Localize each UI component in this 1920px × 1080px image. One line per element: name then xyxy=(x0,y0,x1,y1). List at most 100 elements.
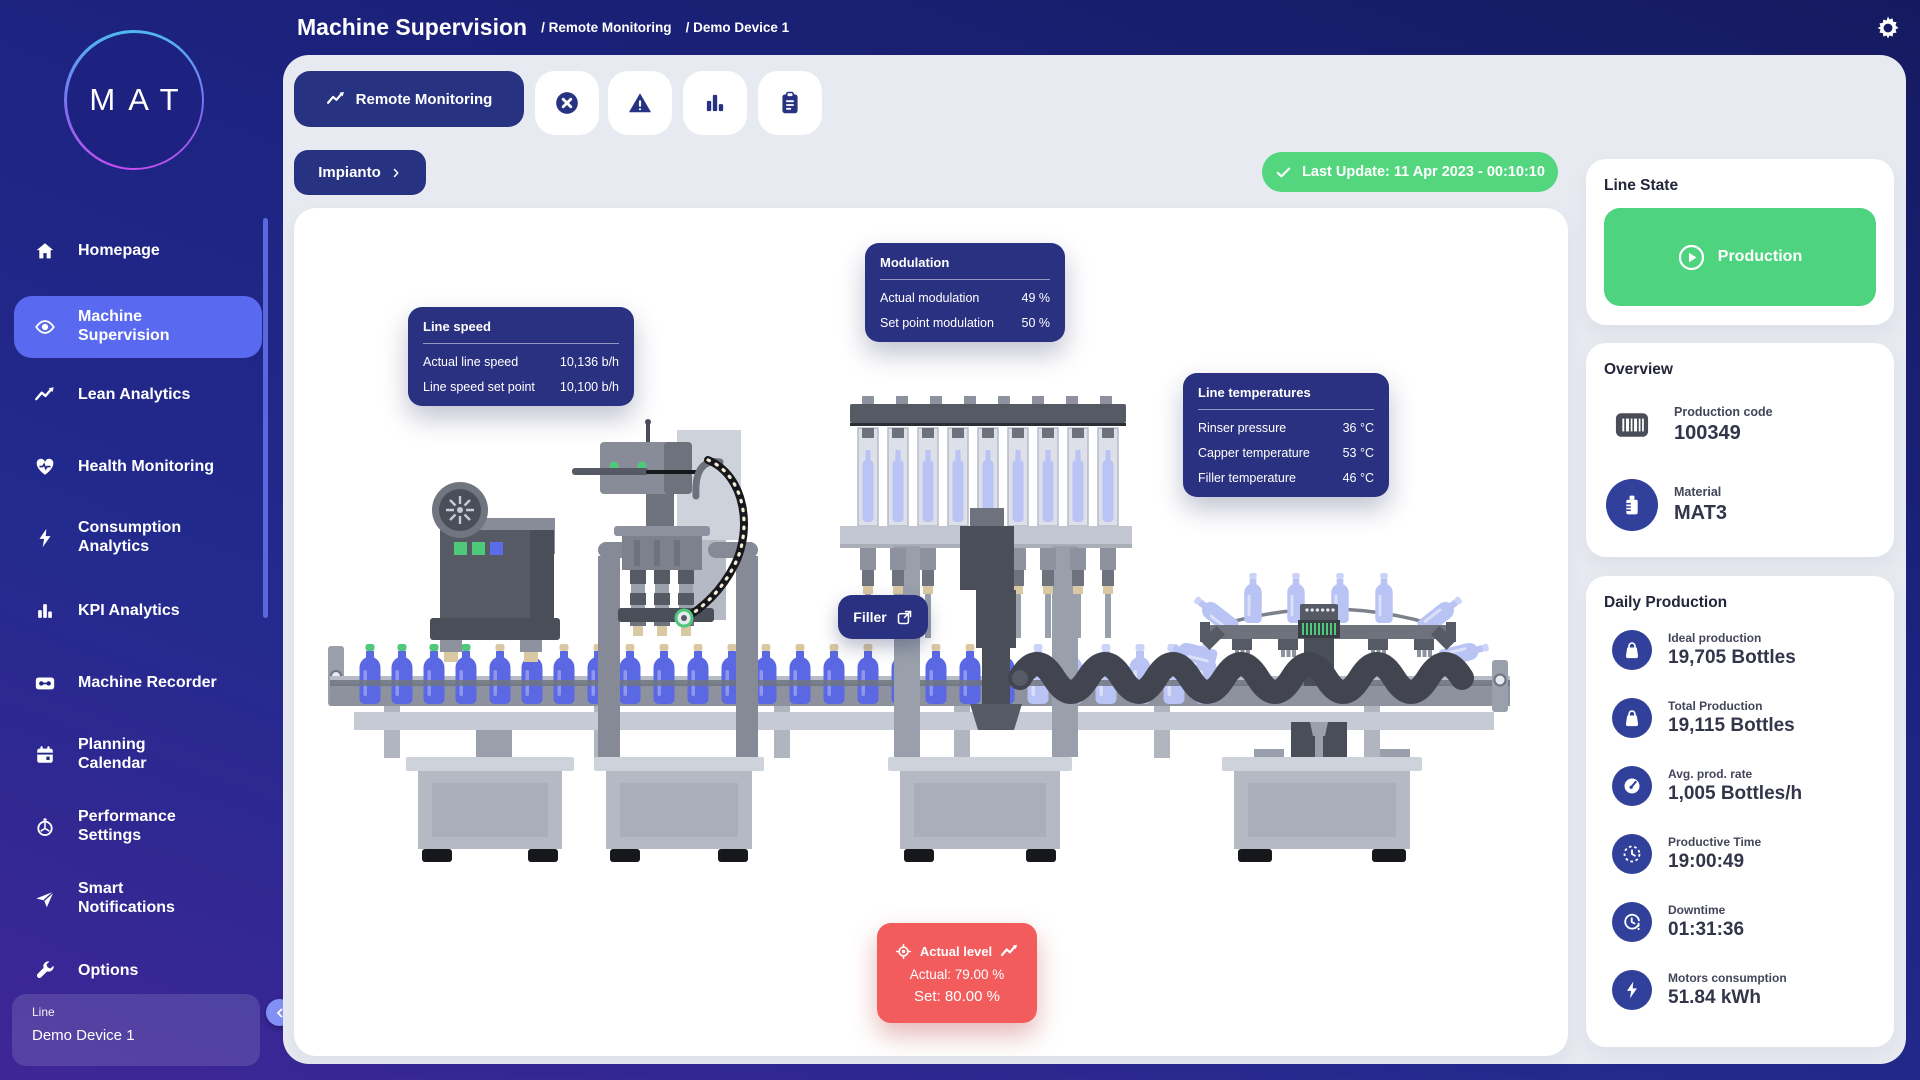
daily-production-title: Daily Production xyxy=(1604,594,1728,611)
send-icon xyxy=(36,891,55,908)
sidebar-item-label: KPI Analytics xyxy=(78,601,180,619)
plant-button[interactable]: Impianto xyxy=(294,150,426,195)
bar-chart-icon xyxy=(706,94,724,112)
tooltip-row-label: Actual line speed xyxy=(423,355,519,369)
machine-rinser-base xyxy=(1222,722,1422,862)
line-state-status-button[interactable]: Production xyxy=(1604,208,1876,306)
external-link-icon xyxy=(897,610,912,624)
sidebar-item-label: Planning Calendar xyxy=(78,736,147,772)
set-level-value: Set: 80.00 % xyxy=(914,987,1000,1005)
analytics-button[interactable] xyxy=(683,71,747,135)
tab-remote-monitoring[interactable]: Remote Monitoring xyxy=(294,71,524,127)
bolt-icon xyxy=(1627,981,1637,999)
barcode-icon xyxy=(1615,413,1649,437)
bar-chart-icon xyxy=(38,604,52,618)
trend-icon xyxy=(35,387,54,401)
sidebar-item-planning-calendar[interactable]: Planning Calendar xyxy=(0,721,262,789)
sidebar-item-performance-settings[interactable]: Performance Settings xyxy=(0,793,262,861)
row-value: 1,005 Bottles/h xyxy=(1668,783,1803,804)
tooltip-title: Line speed xyxy=(423,319,619,344)
daily-production-row: Productive Time 19:00:49 xyxy=(1604,834,1876,874)
overview-row-value: 100349 xyxy=(1674,422,1741,444)
daily-production-row: Motors consumption 51.84 kWh xyxy=(1604,970,1876,1010)
tooltip-row-value: 10,136 b/h xyxy=(559,355,619,369)
line-selector[interactable]: Line Demo Device 1 xyxy=(12,994,260,1066)
sidebar-item-health-monitoring[interactable]: Health Monitoring xyxy=(0,444,262,490)
line-selector-label: Line xyxy=(32,1005,55,1019)
clock-dashed-icon xyxy=(1623,845,1641,863)
machine-filler xyxy=(840,396,1132,862)
auger-screw xyxy=(1008,652,1474,704)
tooltip-row-value: 36 °C xyxy=(1342,421,1374,435)
play-circle-icon xyxy=(1678,244,1704,270)
cancel-events-button[interactable] xyxy=(535,71,599,135)
overview-row-label: Material xyxy=(1674,485,1722,499)
sidebar-scrollbar[interactable] xyxy=(263,218,268,618)
plant-button-label: Impianto xyxy=(318,164,381,181)
row-label: Total Production xyxy=(1668,699,1763,713)
sidebar-item-consumption-analytics[interactable]: Consumption Analytics xyxy=(0,504,262,572)
downtime-clock-icon xyxy=(1624,913,1640,931)
sidebar-item-label: Options xyxy=(78,961,139,979)
sidebar: MAT Homepage Machine Supervision Lean An… xyxy=(0,0,293,1080)
main-panel: Remote Monitoring Impianto Last Update: … xyxy=(283,55,1906,1064)
filler-detail-button[interactable]: Filler xyxy=(838,595,928,639)
sidebar-item-label: Performance Settings xyxy=(78,808,176,844)
settings-button[interactable] xyxy=(1874,14,1902,42)
check-icon xyxy=(1276,167,1291,177)
actual-level-badge[interactable]: Actual level Actual: 79.00 % Set: 80.00 … xyxy=(877,923,1037,1023)
filler-button-label: Filler xyxy=(853,609,887,625)
tooltip-row-label: Line speed set point xyxy=(423,380,535,394)
daily-production-row: Avg. prod. rate 1,005 Bottles/h xyxy=(1604,766,1876,806)
breadcrumb: / Demo Device 1 xyxy=(685,20,790,35)
tooltip-row-label: Actual modulation xyxy=(880,291,980,305)
heart-pulse-icon xyxy=(36,458,54,475)
bolt-icon xyxy=(39,528,51,548)
tooltip-row-value: 46 °C xyxy=(1342,471,1374,485)
gear-icon xyxy=(1877,16,1899,39)
tooltip-title: Modulation xyxy=(880,255,1050,280)
bag-icon xyxy=(1625,642,1639,659)
target-icon xyxy=(895,943,911,959)
warning-triangle-icon xyxy=(628,93,652,113)
row-value: 51.84 kWh xyxy=(1668,987,1761,1008)
row-label: Productive Time xyxy=(1668,835,1762,849)
x-circle-icon xyxy=(556,92,578,114)
tooltip-row-label: Rinser pressure xyxy=(1198,421,1287,435)
brand-logo-text: MAT xyxy=(66,32,202,168)
alarms-button[interactable] xyxy=(608,71,672,135)
machine-capper xyxy=(572,419,764,862)
tooltip-row-value: 50 % xyxy=(1021,316,1051,330)
tooltip-row-label: Set point modulation xyxy=(880,316,994,330)
report-button[interactable] xyxy=(758,71,822,135)
row-label: Motors consumption xyxy=(1668,971,1787,985)
sidebar-item-machine-supervision[interactable]: Machine Supervision xyxy=(14,296,262,358)
row-value: 01:31:36 xyxy=(1668,919,1745,940)
daily-production-row: Total Production 19,115 Bottles xyxy=(1604,698,1876,738)
machine-labeller xyxy=(406,482,574,862)
bag-icon xyxy=(1625,710,1639,727)
sidebar-item-label: Machine Supervision xyxy=(78,308,170,344)
brand-logo: MAT xyxy=(64,30,204,170)
overview-row-label: Production code xyxy=(1674,405,1773,419)
sidebar-item-label: Consumption Analytics xyxy=(78,519,182,555)
sidebar-item-machine-recorder[interactable]: Machine Recorder xyxy=(0,660,262,706)
sidebar-item-homepage[interactable]: Homepage xyxy=(0,228,262,274)
actual-level-value: Actual: 79.00 % xyxy=(909,966,1005,982)
breadcrumb: / Remote Monitoring xyxy=(541,20,672,35)
overview-row: Material MAT3 xyxy=(1604,479,1876,531)
wrench-icon xyxy=(36,961,54,979)
home-icon xyxy=(36,243,54,259)
sidebar-item-options[interactable]: Options xyxy=(0,948,262,994)
clipboard-icon xyxy=(782,91,798,114)
tooltip-row-value: 49 % xyxy=(1021,291,1051,305)
trend-icon xyxy=(326,91,344,104)
overview-row: Production code 100349 xyxy=(1604,405,1876,445)
line-state-title: Line State xyxy=(1604,177,1679,194)
sidebar-item-lean-analytics[interactable]: Lean Analytics xyxy=(0,372,262,418)
modulation-tooltip: Modulation Actual modulation 49 % Set poi… xyxy=(865,243,1065,342)
eye-icon xyxy=(35,320,55,334)
sidebar-item-kpi-analytics[interactable]: KPI Analytics xyxy=(0,588,262,634)
daily-production-row: Downtime 01:31:36 xyxy=(1604,902,1876,942)
sidebar-item-smart-notifications[interactable]: Smart Notifications xyxy=(0,865,262,933)
